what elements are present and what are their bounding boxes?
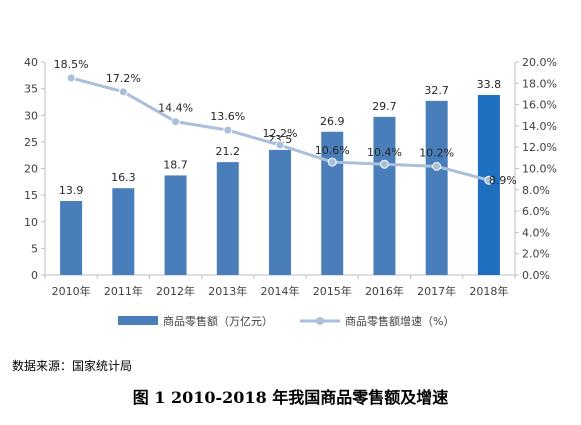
x-tick-label: 2012年 (156, 284, 195, 298)
y-tick-label-right: 14.0% (522, 120, 557, 133)
bar-data-label: 26.9 (320, 115, 345, 128)
y-tick-label-right: 0.0% (522, 269, 550, 282)
y-tick-label-left: 5 (31, 242, 38, 255)
x-tick-label: 2018年 (469, 284, 508, 298)
legend-line-label: 商品零售额增速（%） (345, 314, 454, 328)
y-tick-label-right: 4.0% (522, 226, 550, 239)
y-tick-label-left: 0 (31, 269, 38, 282)
line-point (379, 159, 389, 169)
y-tick-label-left: 15 (24, 189, 38, 202)
bar (269, 149, 291, 275)
y-tick-label-right: 20.0% (522, 56, 557, 69)
y-tick-label-right: 8.0% (522, 184, 550, 197)
line-data-label: 14.4% (158, 102, 193, 115)
y-tick-label-left: 10 (24, 216, 38, 229)
x-tick-label: 2011年 (104, 284, 143, 298)
line-point (118, 87, 128, 97)
line-data-label: 10.6% (315, 144, 350, 157)
line-point (223, 125, 233, 135)
bar-data-label: 18.7 (163, 158, 188, 171)
line-point (432, 161, 442, 171)
y-tick-label-right: 6.0% (522, 205, 550, 218)
y-tick-label-left: 25 (24, 136, 38, 149)
x-tick-label: 2016年 (365, 284, 404, 298)
y-tick-label-right: 16.0% (522, 99, 557, 112)
bar (373, 116, 396, 275)
bar-data-label: 29.7 (372, 100, 397, 113)
bar (321, 131, 344, 275)
legend-line-marker (316, 317, 324, 325)
x-tick-label: 2010年 (52, 284, 91, 298)
bar (477, 95, 500, 275)
bar (216, 162, 239, 275)
y-tick-label-left: 35 (24, 83, 38, 96)
line-data-label: 18.5% (54, 58, 89, 71)
bar (60, 200, 83, 275)
bar-data-label: 16.3 (111, 171, 136, 184)
figure-caption: 图 1 2010-2018 年我国商品零售额及增速 (132, 388, 449, 407)
bar (112, 188, 135, 275)
legend-bar-swatch (118, 316, 158, 325)
bar-data-label: 13.9 (59, 184, 84, 197)
source-note: 数据来源：国家统计局 (12, 359, 133, 373)
y-tick-label-left: 40 (24, 56, 38, 69)
line-data-label: 10.2% (419, 146, 454, 159)
bar-data-label: 33.8 (477, 78, 502, 91)
line-point (66, 73, 76, 83)
x-tick-label: 2015年 (313, 284, 352, 298)
bar (425, 100, 448, 275)
y-tick-label-left: 30 (24, 109, 38, 122)
y-tick-label-right: 18.0% (522, 77, 557, 90)
line-point (171, 117, 181, 127)
line-data-label: 10.4% (367, 146, 402, 159)
bar-data-label: 32.7 (424, 84, 449, 97)
x-tick-label: 2017年 (417, 284, 456, 298)
x-tick-label: 2014年 (261, 284, 300, 298)
line-point (327, 157, 337, 167)
line-point (275, 140, 285, 150)
y-tick-label-left: 20 (24, 163, 38, 176)
y-tick-label-right: 2.0% (522, 248, 550, 261)
y-tick-label-right: 10.0% (522, 163, 557, 176)
line-data-label: 17.2% (106, 72, 141, 85)
bar-data-label: 21.2 (216, 145, 241, 158)
y-tick-label-right: 12.0% (522, 141, 557, 154)
line-point (484, 175, 494, 185)
line-data-label: 13.6% (210, 110, 245, 123)
line-data-label: 12.2% (263, 127, 298, 140)
bar (164, 175, 187, 275)
line-data-label: 8.9% (489, 174, 517, 187)
x-tick-label: 2013年 (208, 284, 247, 298)
legend-bar-label: 商品零售额（万亿元） (163, 314, 273, 328)
